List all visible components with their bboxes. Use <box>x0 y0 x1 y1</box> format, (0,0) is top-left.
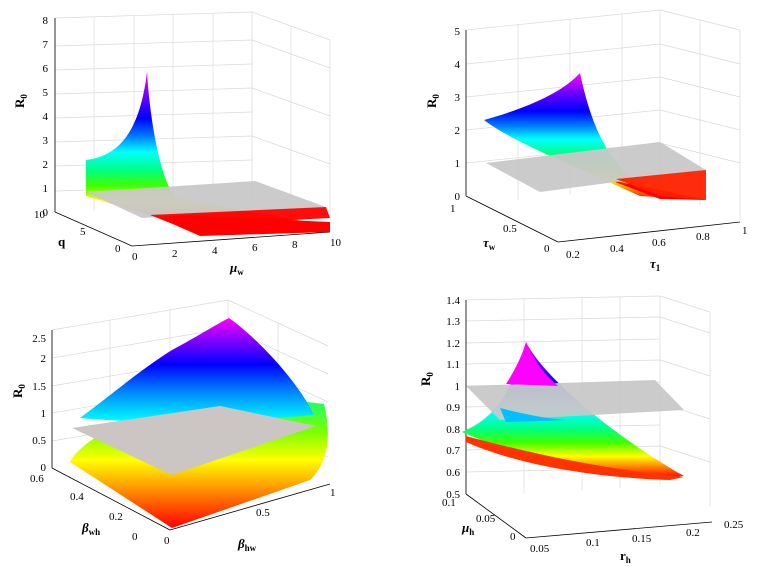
panel-4-plane <box>466 380 684 420</box>
z-tick: 0.6 <box>446 467 460 479</box>
z-tick: 1.5 <box>32 381 46 393</box>
x-tick: 2 <box>172 248 178 260</box>
panel-1-x-ticks: 0 2 4 6 8 10 <box>132 237 342 263</box>
z-tick: 8 <box>43 15 49 27</box>
x-tick: 0.2 <box>566 249 580 261</box>
panel-2-plane <box>486 142 706 192</box>
z-tick: 1.4 <box>446 295 460 307</box>
y-tick: 0 <box>132 531 138 543</box>
x-tick: 4 <box>212 245 218 257</box>
z-tick: 0 <box>43 207 49 219</box>
z-tick: 4 <box>455 59 461 71</box>
panel-3: 0 0.5 1 1.5 2 2.5 0 0.5 1 0 0.2 0.4 0.6 … <box>10 299 336 553</box>
z-tick: 6 <box>43 63 49 75</box>
panel-1-surface <box>86 72 330 226</box>
x-tick: 0.05 <box>530 543 550 555</box>
z-tick: 3 <box>43 135 49 147</box>
panel-3-xlabel: βhw <box>237 536 257 553</box>
z-tick: 0 <box>455 191 461 203</box>
y-tick: 0.1 <box>442 497 456 509</box>
y-tick: 0.05 <box>476 513 496 525</box>
x-tick: 0.8 <box>696 231 710 243</box>
x-tick: 0.4 <box>610 243 624 255</box>
x-tick: 0.2 <box>686 527 700 539</box>
x-tick: 0.1 <box>586 537 600 549</box>
z-tick: 0.5 <box>32 435 46 447</box>
panel-1-xlabel: μw <box>229 260 244 277</box>
z-tick: 0.8 <box>446 424 460 436</box>
x-tick: 0.25 <box>724 519 744 531</box>
y-tick: 0.4 <box>70 491 84 503</box>
x-tick: 1 <box>330 487 336 499</box>
z-tick: 2.5 <box>32 333 46 345</box>
panel-4: 0.5 0.6 0.7 0.8 0.9 1 1.1 1.2 1.3 1.4 0.… <box>418 295 744 565</box>
z-tick: 1.2 <box>446 338 460 350</box>
x-tick: 0 <box>164 535 170 547</box>
panel-3-z-ticks: 0 0.5 1 1.5 2 2.5 <box>32 333 46 474</box>
y-tick: 0 <box>115 243 121 255</box>
y-tick: 0.6 <box>30 473 44 485</box>
panel-1-zlabel: R0 <box>12 94 29 108</box>
panel-2-x-ticks: 0.2 0.4 0.6 0.8 1 <box>566 225 748 261</box>
z-tick: 0.5 <box>446 489 460 501</box>
z-tick: 5 <box>455 26 461 38</box>
panel-2-surface <box>484 73 706 200</box>
panel-3-zlabel: R0 <box>10 384 27 398</box>
panel-4-z-ticks: 0.5 0.6 0.7 0.8 0.9 1 1.1 1.2 1.3 1.4 <box>446 295 460 501</box>
y-tick: 1 <box>450 203 456 215</box>
x-tick: 10 <box>330 237 342 249</box>
z-tick: 1 <box>455 381 461 393</box>
panel-3-surface-high <box>80 318 314 422</box>
x-tick: 0.5 <box>256 507 270 519</box>
x-tick: 6 <box>252 242 258 254</box>
panel-1-z-ticks: 0 1 2 3 4 5 6 7 8 <box>43 15 49 219</box>
y-tick: 0.2 <box>109 511 123 523</box>
panel-4-xlabel: rh <box>620 548 631 565</box>
panel-3-x-ticks: 0 0.5 1 <box>164 487 336 547</box>
z-tick: 3 <box>455 92 461 104</box>
panel-3-ylabel: βwh <box>81 520 100 537</box>
z-tick: 0.9 <box>446 402 460 414</box>
y-tick: 0 <box>544 243 550 255</box>
y-tick: 10 <box>34 209 46 221</box>
panel-3-plane <box>72 406 316 475</box>
panel-4-ylabel: μh <box>461 520 474 537</box>
panel-1-ylabel: q <box>58 234 66 249</box>
panel-1-y-ticks: 0 5 10 <box>34 209 121 255</box>
panel-1: 0 1 2 3 4 5 6 7 8 0 2 4 6 8 10 0 5 10 R0… <box>12 11 342 277</box>
panel-2-zlabel: R0 <box>424 94 441 108</box>
x-tick: 1 <box>742 225 748 237</box>
z-tick: 2 <box>455 125 461 137</box>
panel-2-z-ticks: 0 1 2 3 4 5 <box>455 26 461 203</box>
y-tick: 5 <box>80 226 86 238</box>
z-tick: 2 <box>43 159 49 171</box>
y-tick: 0.5 <box>503 223 517 235</box>
z-tick: 1.1 <box>446 359 460 371</box>
x-tick: 0 <box>132 251 138 263</box>
z-tick: 2 <box>41 353 47 365</box>
panel-3-y-ticks: 0 0.2 0.4 0.6 <box>30 473 138 543</box>
z-tick: 0 <box>41 462 47 474</box>
x-tick: 8 <box>292 239 298 251</box>
z-tick: 1 <box>41 408 47 420</box>
z-tick: 1.3 <box>446 316 460 328</box>
z-tick: 1 <box>43 183 49 195</box>
panel-1-plane <box>86 181 326 218</box>
panel-2-xlabel: τ1 <box>650 256 661 273</box>
panel-4-x-ticks: 0.05 0.1 0.15 0.2 0.25 <box>530 519 744 555</box>
z-tick: 7 <box>43 39 49 51</box>
z-tick: 5 <box>43 87 49 99</box>
z-tick: 1 <box>455 158 461 170</box>
y-tick: 0 <box>510 531 516 543</box>
panel-4-y-ticks: 0 0.05 0.1 <box>442 497 516 543</box>
panel-4-zlabel: R0 <box>418 372 435 386</box>
panel-2-y-ticks: 0 0.5 1 <box>450 203 550 255</box>
x-tick: 0.6 <box>652 237 666 249</box>
z-tick: 0.7 <box>446 445 460 457</box>
z-tick: 4 <box>43 111 49 123</box>
panel-2-ylabel: τw <box>483 235 496 252</box>
x-tick: 0.15 <box>632 533 652 545</box>
panel-2: 0 1 2 3 4 5 0.2 0.4 0.6 0.8 1 0 0.5 1 R0… <box>424 9 748 273</box>
